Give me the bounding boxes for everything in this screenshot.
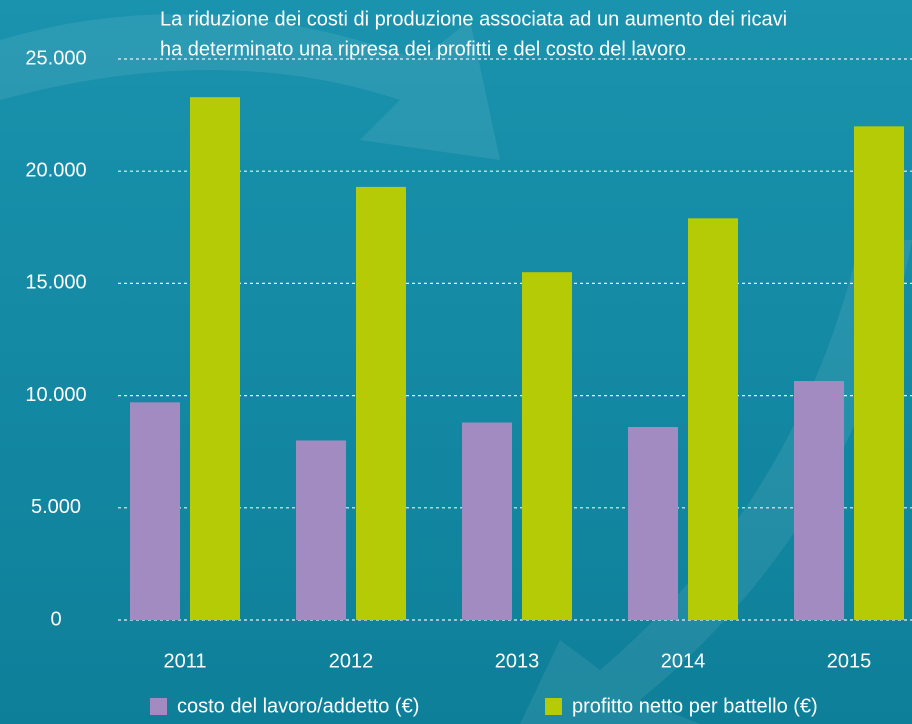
y-tick-label: 10.000 [25,384,86,406]
x-tick-label: 2015 [827,650,872,672]
chart: La riduzione dei costi di produzione ass… [0,0,912,724]
bar [794,381,844,620]
bar [628,427,678,620]
bar [688,218,738,620]
x-tick-label: 2011 [163,650,206,672]
bar [130,402,180,620]
y-tick-label: 25.000 [25,47,86,69]
y-tick-label: 20.000 [25,159,86,181]
legend-label: profitto netto per battello (€) [572,695,818,717]
x-tick-label: 2014 [661,650,706,672]
chart-title: La riduzione dei costi di produzione ass… [160,8,787,30]
y-tick-label: 0 [50,608,61,630]
x-tick-label: 2013 [495,650,540,672]
bar [190,97,240,620]
chart-title: ha determinato una ripresa dei profitti … [160,38,686,60]
bar [356,187,406,620]
bar [462,423,512,620]
y-tick-label: 5.000 [31,496,81,518]
legend-swatch [150,698,167,715]
bar [854,126,904,620]
legend-label: costo del lavoro/addetto (€) [177,695,419,717]
bar [522,272,572,620]
page: {"chart_data": {"type": "bar", "title": … [0,0,912,724]
x-tick-label: 2012 [329,650,374,672]
y-tick-label: 15.000 [25,272,86,294]
legend-swatch [545,698,562,715]
bar [296,440,346,620]
